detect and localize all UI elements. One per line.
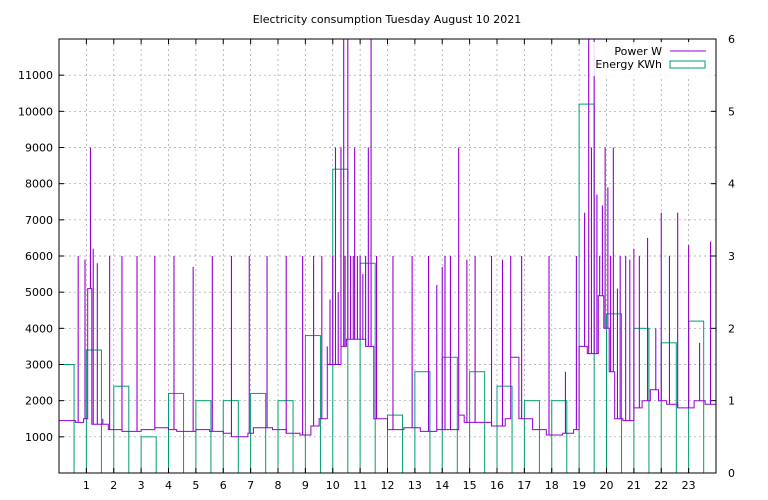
y-axis-right: 0 1 2 3 4 5 6 [711,33,735,480]
x-axis: 1 2 3 4 5 6 7 8 9 10 11 12 13 14 15 16 17 18 19 20 21 22 23 [83,39,696,492]
x-tick-label: 16 [490,479,504,492]
energy-bar [660,342,677,474]
y-tick-label: 3000 [25,359,53,372]
x-tick-label: 18 [545,479,559,492]
x-tick-label: 10 [326,479,340,492]
y2-tick-label: 4 [728,178,735,191]
x-tick-label: 8 [275,479,282,492]
power-series [59,39,716,438]
energy-bar [523,400,540,474]
y-tick-label: 6000 [25,250,53,263]
x-tick-label: 7 [247,479,254,492]
energy-bar [496,385,513,474]
legend-label-power: Power W [614,45,662,58]
x-tick-label: 19 [572,479,586,492]
energy-bar [195,400,212,474]
x-tick-label: 12 [381,479,395,492]
y2-tick-label: 3 [728,250,735,263]
x-tick-label: 20 [600,479,614,492]
energy-bar [414,371,431,474]
legend-box [590,42,714,76]
energy-bar [304,335,321,474]
y-tick-label: 1000 [25,431,53,444]
y2-tick-label: 0 [728,467,735,480]
x-tick-label: 5 [192,479,199,492]
x-tick-label: 15 [463,479,477,492]
legend: Power W Energy KWh [590,42,714,76]
energy-bar [58,364,75,474]
y2-tick-label: 6 [728,33,735,46]
x-tick-label: 9 [302,479,309,492]
y-tick-label: 5000 [25,286,53,299]
x-tick-label: 22 [654,479,668,492]
y2-tick-label: 1 [728,395,735,408]
x-tick-label: 14 [435,479,449,492]
y-tick-label: 4000 [25,322,53,335]
energy-bar [85,349,102,474]
x-tick-label: 11 [353,479,367,492]
energy-bar [168,392,185,474]
y-tick-label: 9000 [25,142,53,155]
x-tick-label: 4 [165,479,172,492]
y-tick-label: 11000 [18,69,53,82]
energy-bar [688,320,705,474]
y-tick-label: 10000 [18,105,53,118]
x-tick-label: 3 [138,479,145,492]
y-tick-label: 2000 [25,395,53,408]
y-axis-left: 1000 2000 3000 4000 5000 6000 7000 8000 9000 1000… [18,69,64,444]
legend-label-energy: Energy KWh [595,58,662,71]
x-tick-label: 23 [682,479,696,492]
energy-series [58,103,705,474]
power-baseline [59,288,716,438]
energy-bar [140,436,157,474]
y2-tick-label: 5 [728,105,735,118]
x-tick-label: 6 [220,479,227,492]
x-tick-label: 2 [110,479,117,492]
x-tick-label: 21 [627,479,641,492]
x-tick-label: 1 [83,479,90,492]
y-tick-label: 8000 [25,178,53,191]
chart-title: Electricity consumption Tuesday August 1… [253,13,522,26]
y-tick-label: 7000 [25,214,53,227]
legend-swatch-energy [669,60,706,69]
x-tick-label: 13 [408,479,422,492]
y2-tick-label: 2 [728,322,735,335]
energy-bar [387,414,404,474]
x-tick-label: 17 [517,479,531,492]
